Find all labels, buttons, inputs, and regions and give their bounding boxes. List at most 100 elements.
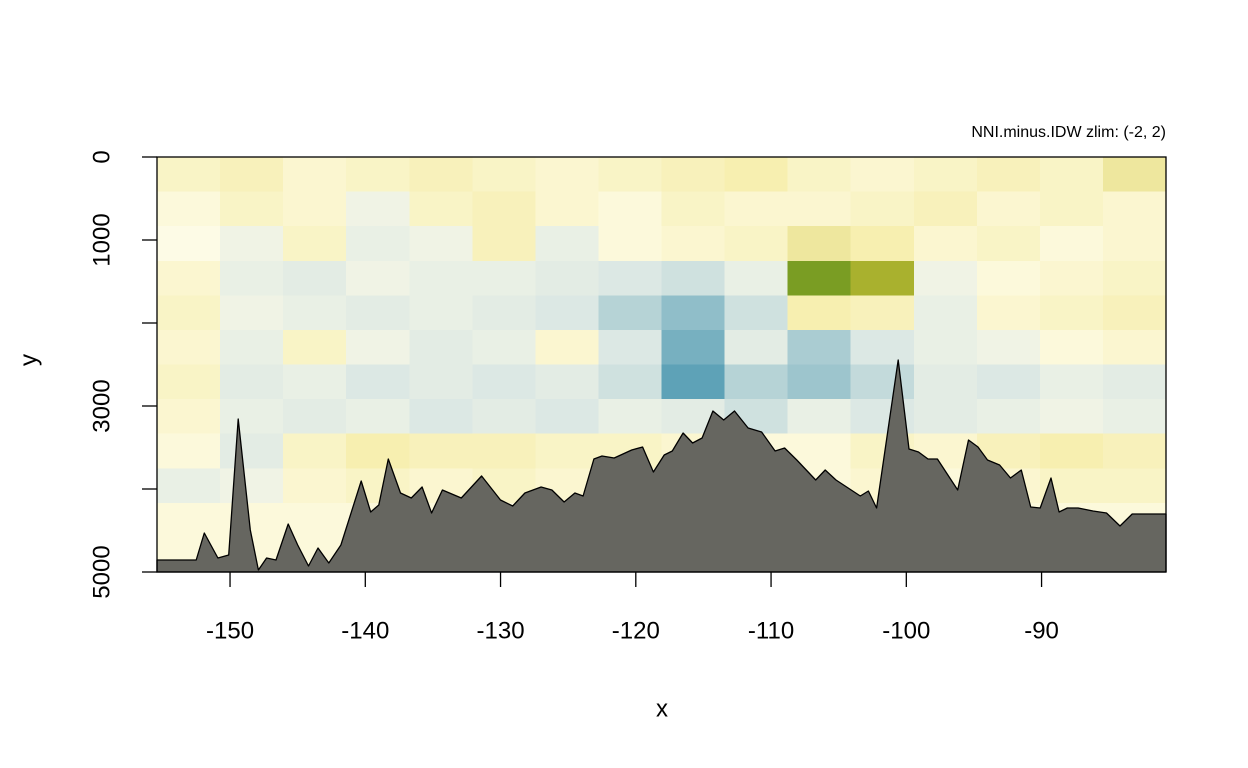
heatmap-cell	[913, 157, 978, 193]
heatmap-cell	[976, 157, 1041, 193]
heatmap-cell	[724, 260, 789, 296]
heatmap-cell	[409, 226, 473, 262]
heatmap-cell	[787, 260, 852, 296]
heatmap-cell	[472, 157, 536, 193]
heatmap-cell	[787, 295, 852, 331]
heatmap-cell	[1039, 295, 1104, 331]
heatmap-cell	[220, 502, 284, 538]
heatmap-cell	[1102, 191, 1167, 227]
heatmap-cell	[472, 399, 536, 435]
heatmap-cell	[472, 191, 536, 227]
heatmap-cell	[724, 329, 789, 365]
heatmap-cell	[913, 191, 978, 227]
heatmap-cell	[346, 364, 410, 400]
heatmap-cell	[283, 226, 347, 262]
heatmap-cell	[220, 329, 284, 365]
heatmap-cell	[913, 226, 978, 262]
heatmap-cell	[1102, 226, 1167, 262]
heatmap-cell	[157, 468, 221, 504]
heatmap-cell	[1102, 433, 1167, 469]
heatmap-cell	[1039, 260, 1104, 296]
y-axis-label: y	[15, 354, 42, 366]
heatmap-cell	[472, 295, 536, 331]
heatmap-cell	[283, 468, 347, 504]
heatmap-cell	[661, 364, 726, 400]
heatmap-cell	[346, 295, 410, 331]
heatmap-cell	[409, 191, 473, 227]
heatmap-cell	[1039, 329, 1104, 365]
heatmap-cell	[598, 260, 662, 296]
heatmap-cell	[157, 433, 221, 469]
heatmap-cell	[1039, 433, 1104, 469]
heatmap-cell	[472, 364, 536, 400]
x-tick-label: -90	[1024, 617, 1059, 644]
heatmap-cell	[850, 260, 915, 296]
heatmap-cell	[157, 191, 221, 227]
heatmap-cell	[850, 295, 915, 331]
heatmap-cell	[1102, 468, 1167, 504]
x-tick-label: -120	[612, 617, 660, 644]
heatmap-cell	[346, 226, 410, 262]
heatmap-cell	[346, 399, 410, 435]
heatmap-cell	[976, 191, 1041, 227]
heatmap-cell	[1102, 364, 1167, 400]
heatmap-cell	[157, 157, 221, 193]
heatmap-cell	[724, 364, 789, 400]
heatmap-cell	[220, 468, 284, 504]
heatmap-cell	[346, 329, 410, 365]
heatmap-cell	[598, 364, 662, 400]
heatmap-cell	[283, 191, 347, 227]
heatmap-cell	[1039, 226, 1104, 262]
heatmap-cell	[157, 226, 221, 262]
heatmap-cell	[220, 399, 284, 435]
heatmap-cell	[535, 260, 599, 296]
x-tick-label: -100	[882, 617, 930, 644]
heatmap-cell	[1039, 399, 1104, 435]
heatmap-cell	[976, 329, 1041, 365]
heatmap-cell	[976, 260, 1041, 296]
heatmap-cell	[283, 433, 347, 469]
heatmap-cell	[535, 226, 599, 262]
heatmap-cell	[1039, 157, 1104, 193]
heatmap-cell	[976, 226, 1041, 262]
heatmap-cell	[409, 399, 473, 435]
heatmap-cell	[850, 364, 915, 400]
heatmap-cell	[787, 157, 852, 193]
heatmap-cell	[598, 157, 662, 193]
heatmap-cell	[220, 226, 284, 262]
heatmap-cell	[913, 329, 978, 365]
heatmap-cell	[913, 295, 978, 331]
heatmap-cell	[787, 329, 852, 365]
heatmap-cell	[787, 191, 852, 227]
heatmap-cell	[976, 295, 1041, 331]
heatmap-cell	[913, 399, 978, 435]
heatmap-cell	[598, 226, 662, 262]
heatmap-cell	[1102, 157, 1167, 193]
heatmap-cell	[472, 260, 536, 296]
heatmap-cell	[220, 157, 284, 193]
heatmap-cell	[472, 226, 536, 262]
heatmap-cell	[1039, 191, 1104, 227]
heatmap-cell	[283, 399, 347, 435]
heatmap-cell	[409, 157, 473, 193]
heatmap-cell	[535, 364, 599, 400]
heatmap-cell	[724, 157, 789, 193]
heatmap-cell	[913, 260, 978, 296]
heatmap-cell	[535, 295, 599, 331]
heatmap-cell	[1039, 364, 1104, 400]
chart-title: NNI.minus.IDW zlim: (-2, 2)	[971, 124, 1166, 141]
x-tick-label: -110	[748, 617, 794, 644]
heatmap-cell	[535, 399, 599, 435]
heatmap-cell	[409, 364, 473, 400]
heatmap-cell	[1102, 329, 1167, 365]
heatmap-cell	[283, 260, 347, 296]
heatmap-cell	[787, 399, 852, 435]
heatmap-cell	[976, 399, 1041, 435]
heatmap-cell	[724, 295, 789, 331]
heatmap-cell	[1102, 295, 1167, 331]
heatmap-cell	[220, 295, 284, 331]
heatmap-cell	[283, 157, 347, 193]
heatmap-cell	[157, 364, 221, 400]
x-tick-label: -150	[206, 617, 254, 644]
